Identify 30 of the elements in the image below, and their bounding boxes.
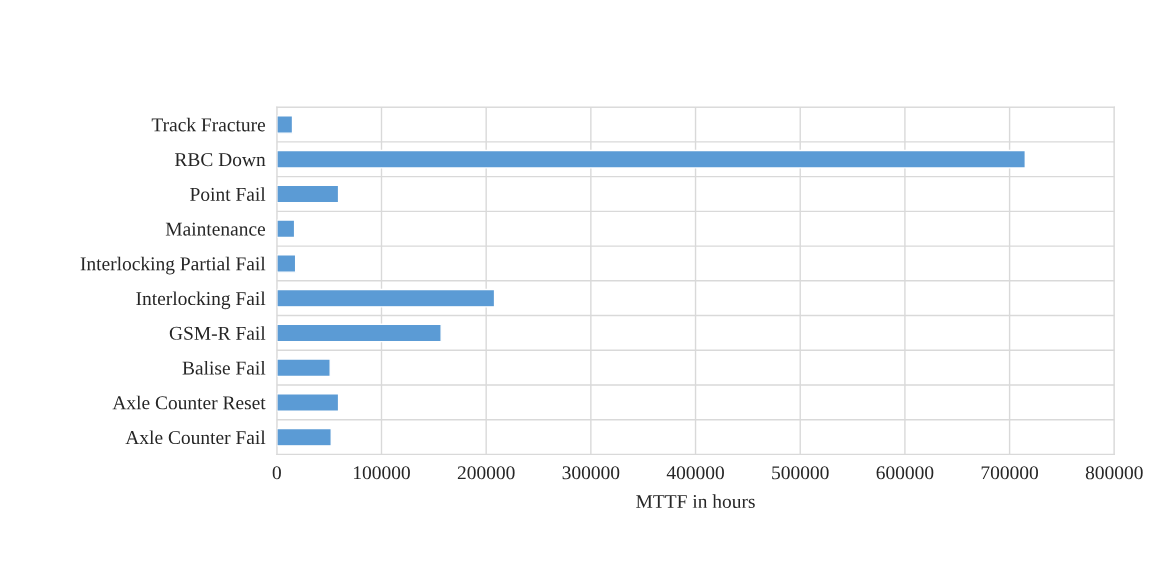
y-tick-label: Interlocking Partial Fail: [80, 256, 266, 275]
bar: [276, 358, 331, 378]
bar: [276, 288, 496, 308]
bar: [276, 115, 294, 134]
x-tick-label: 700000: [981, 466, 1039, 480]
y-tick-label: Track Fracture: [151, 117, 266, 132]
bar: [276, 219, 296, 239]
y-tick-label: GSM-R Fail: [169, 326, 266, 340]
y-tick-label: Axle Counter Reset: [112, 395, 266, 410]
x-tick-label: 0: [272, 466, 281, 480]
x-tick-label: 400000: [666, 466, 724, 480]
y-tick-label: Interlocking Fail: [136, 291, 266, 310]
bar: [276, 149, 1026, 169]
bar: [276, 254, 297, 273]
bar: [276, 184, 340, 204]
y-tick-label: Balise Fail: [182, 360, 266, 375]
x-tick-label: 100000: [354, 466, 410, 480]
y-tick-label: Maintenance: [165, 222, 266, 236]
x-tick-label: 600000: [876, 466, 934, 480]
x-axis-title: MTTF in hours: [636, 494, 755, 509]
bar: [276, 323, 442, 343]
y-tick-label: Axle Counter Fail: [125, 430, 266, 445]
x-tick-label: 200000: [457, 466, 515, 480]
x-tick-label: 300000: [562, 466, 620, 480]
bar: [276, 427, 332, 447]
x-tick-label: 500000: [772, 466, 829, 480]
y-tick-label: Point Fail: [190, 187, 266, 201]
bar: [276, 393, 340, 412]
x-tick-label: 800000: [1085, 466, 1143, 480]
y-tick-label: RBC Down: [174, 153, 266, 167]
